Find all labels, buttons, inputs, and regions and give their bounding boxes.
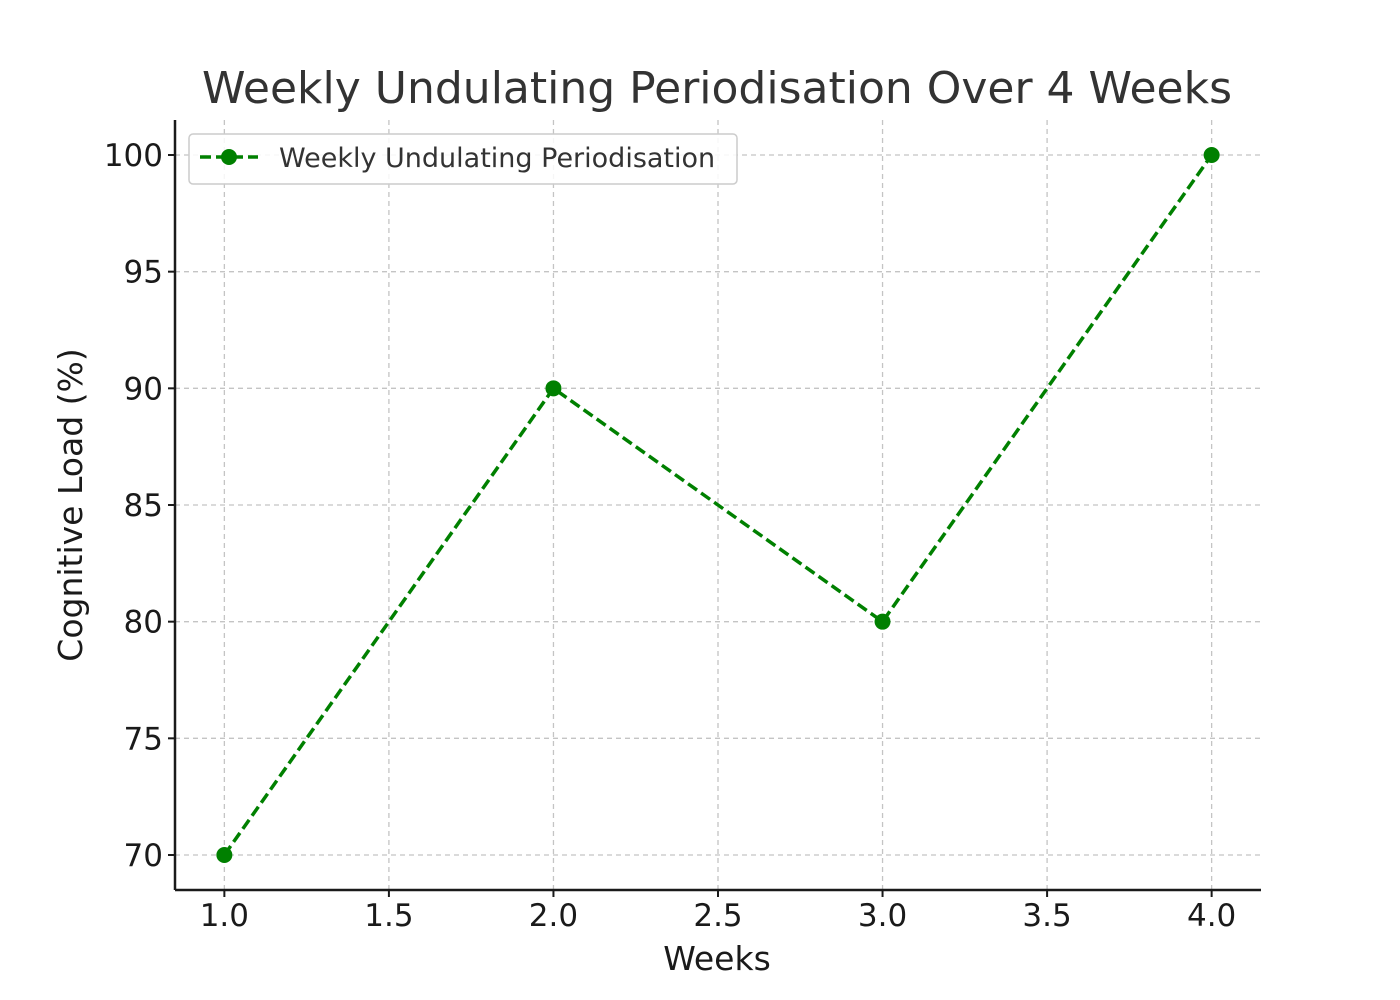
x-tick-label: 3.0 xyxy=(858,898,907,934)
x-tick-label: 2.0 xyxy=(529,898,578,934)
x-ticks: 1.0 1.5 2.0 2.5 3.0 3.5 4.0 xyxy=(200,890,1236,934)
legend-box xyxy=(188,133,738,185)
x-tick-label: 2.5 xyxy=(693,898,742,934)
y-ticks: 70 75 80 85 90 95 100 xyxy=(104,138,175,874)
chart-title: Weekly Undulating Periodisation Over 4 W… xyxy=(202,63,1232,114)
legend-label: Weekly Undulating Periodisation xyxy=(279,143,715,174)
y-tick-label: 100 xyxy=(104,138,163,174)
y-tick-label: 85 xyxy=(124,488,163,524)
legend-marker-swatch xyxy=(221,149,237,165)
series-line xyxy=(222,153,1214,857)
x-axis-label: Weeks xyxy=(663,939,771,978)
y-tick-label: 70 xyxy=(124,838,163,874)
y-tick-label: 90 xyxy=(124,371,163,407)
x-tick-label: 1.0 xyxy=(200,898,249,934)
x-tick-label: 4.0 xyxy=(1187,898,1236,934)
series-layer xyxy=(216,147,1220,863)
y-tick-label: 75 xyxy=(124,721,163,757)
data-point xyxy=(216,847,233,863)
x-tick-label: 1.5 xyxy=(364,898,413,934)
y-axis-label: Cognitive Load (%) xyxy=(51,348,90,661)
x-tick-label: 3.5 xyxy=(1022,898,1071,934)
data-point xyxy=(545,380,562,397)
data-point xyxy=(874,613,891,630)
legend: Weekly Undulating Periodisation xyxy=(188,133,738,185)
y-tick-label: 95 xyxy=(124,255,163,291)
y-tick-label: 80 xyxy=(124,605,163,641)
data-point xyxy=(1203,147,1220,163)
